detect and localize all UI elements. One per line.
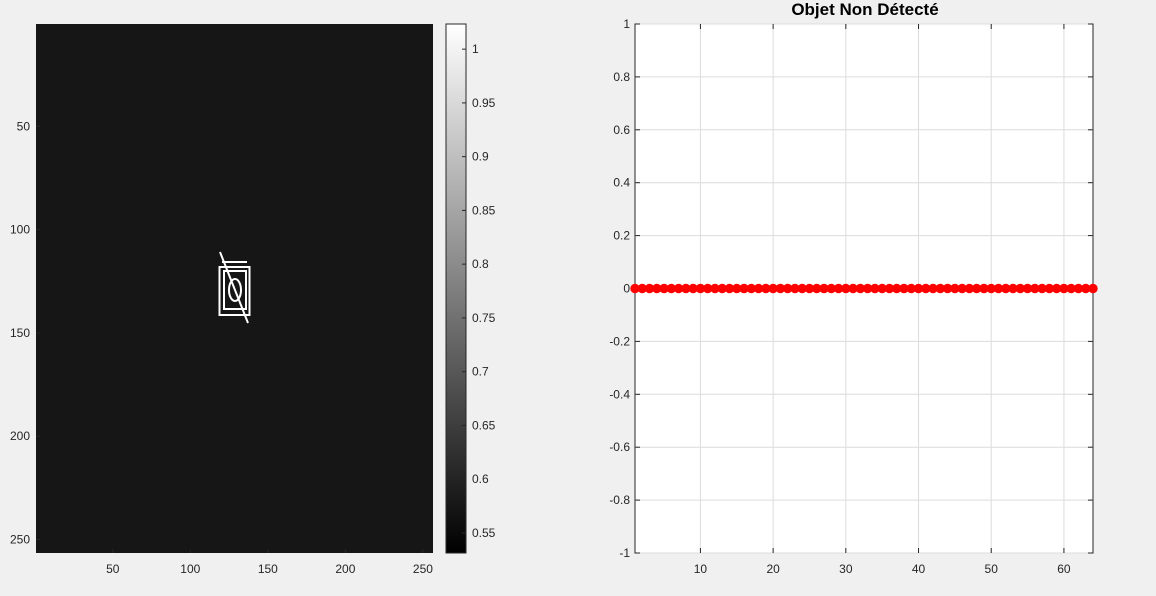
plot-y-ticks: -1 -0.8 -0.6 -0.4 -0.2 0 0.2 0.4 0.6 0.8 1 — [609, 17, 1093, 560]
image-x-tick-label: 250 — [413, 562, 433, 576]
image-x-tick-label: 50 — [106, 562, 120, 576]
plot-y-tick-label: 0.8 — [613, 70, 630, 84]
colorbar-gradient — [445, 23, 467, 554]
plot-y-tick-label: 0.2 — [613, 229, 630, 243]
plot-x-tick-label: 40 — [912, 562, 926, 576]
plot-x-tick-label: 10 — [694, 562, 708, 576]
image-x-ticks: 50 100 150 200 250 — [106, 549, 433, 576]
data-point — [1088, 283, 1098, 294]
plot-y-tick-label: -0.4 — [609, 387, 630, 401]
plot-x-tick-label: 20 — [766, 562, 780, 576]
colorbar-tick-label: 0.9 — [472, 150, 489, 164]
plot-axes: Objet Non Détecté 10 20 30 40 50 60 -1-0.8-0.… — [609, 0, 1098, 576]
plot-y-tick-label: 0 — [623, 282, 630, 296]
colorbar-tick-label: 1 — [472, 42, 479, 56]
image-y-tick-label: 50 — [17, 119, 31, 133]
plot-y-tick-label: 0.6 — [613, 123, 630, 137]
image-y-tick-label: 200 — [10, 429, 30, 443]
colorbar-tick-label: 0.8 — [472, 257, 489, 271]
colorbar: 0.55 0.6 0.65 0.7 0.75 0.8 0.85 0.9 0.95 1 — [445, 23, 496, 554]
plot-x-tick-label: 60 — [1057, 562, 1071, 576]
plot-x-tick-label: 30 — [839, 562, 853, 576]
image-y-tick-label: 150 — [10, 326, 30, 340]
plot-y-tick-label: -0.6 — [609, 440, 630, 454]
image-shape-box — [218, 266, 251, 316]
colorbar-tick-label: 0.75 — [472, 311, 496, 325]
image-x-tick-label: 150 — [258, 562, 278, 576]
colorbar-tick-label: 0.65 — [472, 418, 496, 432]
colorbar-tick-label: 0.95 — [472, 96, 496, 110]
plot-y-tick-label: 0.4 — [613, 176, 630, 190]
plot-title: Objet Non Détecté — [791, 0, 938, 19]
image-x-tick-label: 200 — [335, 562, 355, 576]
plot-y-tick-label: -1 — [619, 546, 630, 560]
image-x-tick-label: 100 — [180, 562, 200, 576]
image-shape-inner — [223, 270, 247, 310]
colorbar-tick-label: 0.7 — [472, 365, 489, 379]
plot-x-tick-label: 50 — [985, 562, 999, 576]
plot-y-tick-label: -0.2 — [609, 334, 630, 348]
colorbar-tick-label: 0.6 — [472, 472, 489, 486]
colorbar-tick-label: 0.55 — [472, 526, 496, 540]
plot-y-tick-label: -0.8 — [609, 493, 630, 507]
colorbar-ticks: 0.55 0.6 0.65 0.7 0.75 0.8 0.85 0.9 0.95 1 — [462, 42, 496, 540]
plot-x-ticks: 10 20 30 40 50 60 — [694, 24, 1071, 576]
image-axes: 50 100 150 200 250 50 100 150 200 250 — [10, 24, 433, 576]
image-y-ticks: 50 100 150 200 250 — [10, 119, 40, 547]
image-y-tick-label: 100 — [10, 223, 30, 237]
image-y-tick-label: 250 — [10, 533, 30, 547]
image-shape-slash — [219, 251, 249, 324]
image-shape — [218, 251, 251, 324]
plot-y-tick-label: 1 — [623, 17, 630, 31]
image-shape-ring — [228, 278, 242, 302]
plot-series — [630, 283, 1098, 294]
colorbar-tick-label: 0.85 — [472, 203, 496, 217]
